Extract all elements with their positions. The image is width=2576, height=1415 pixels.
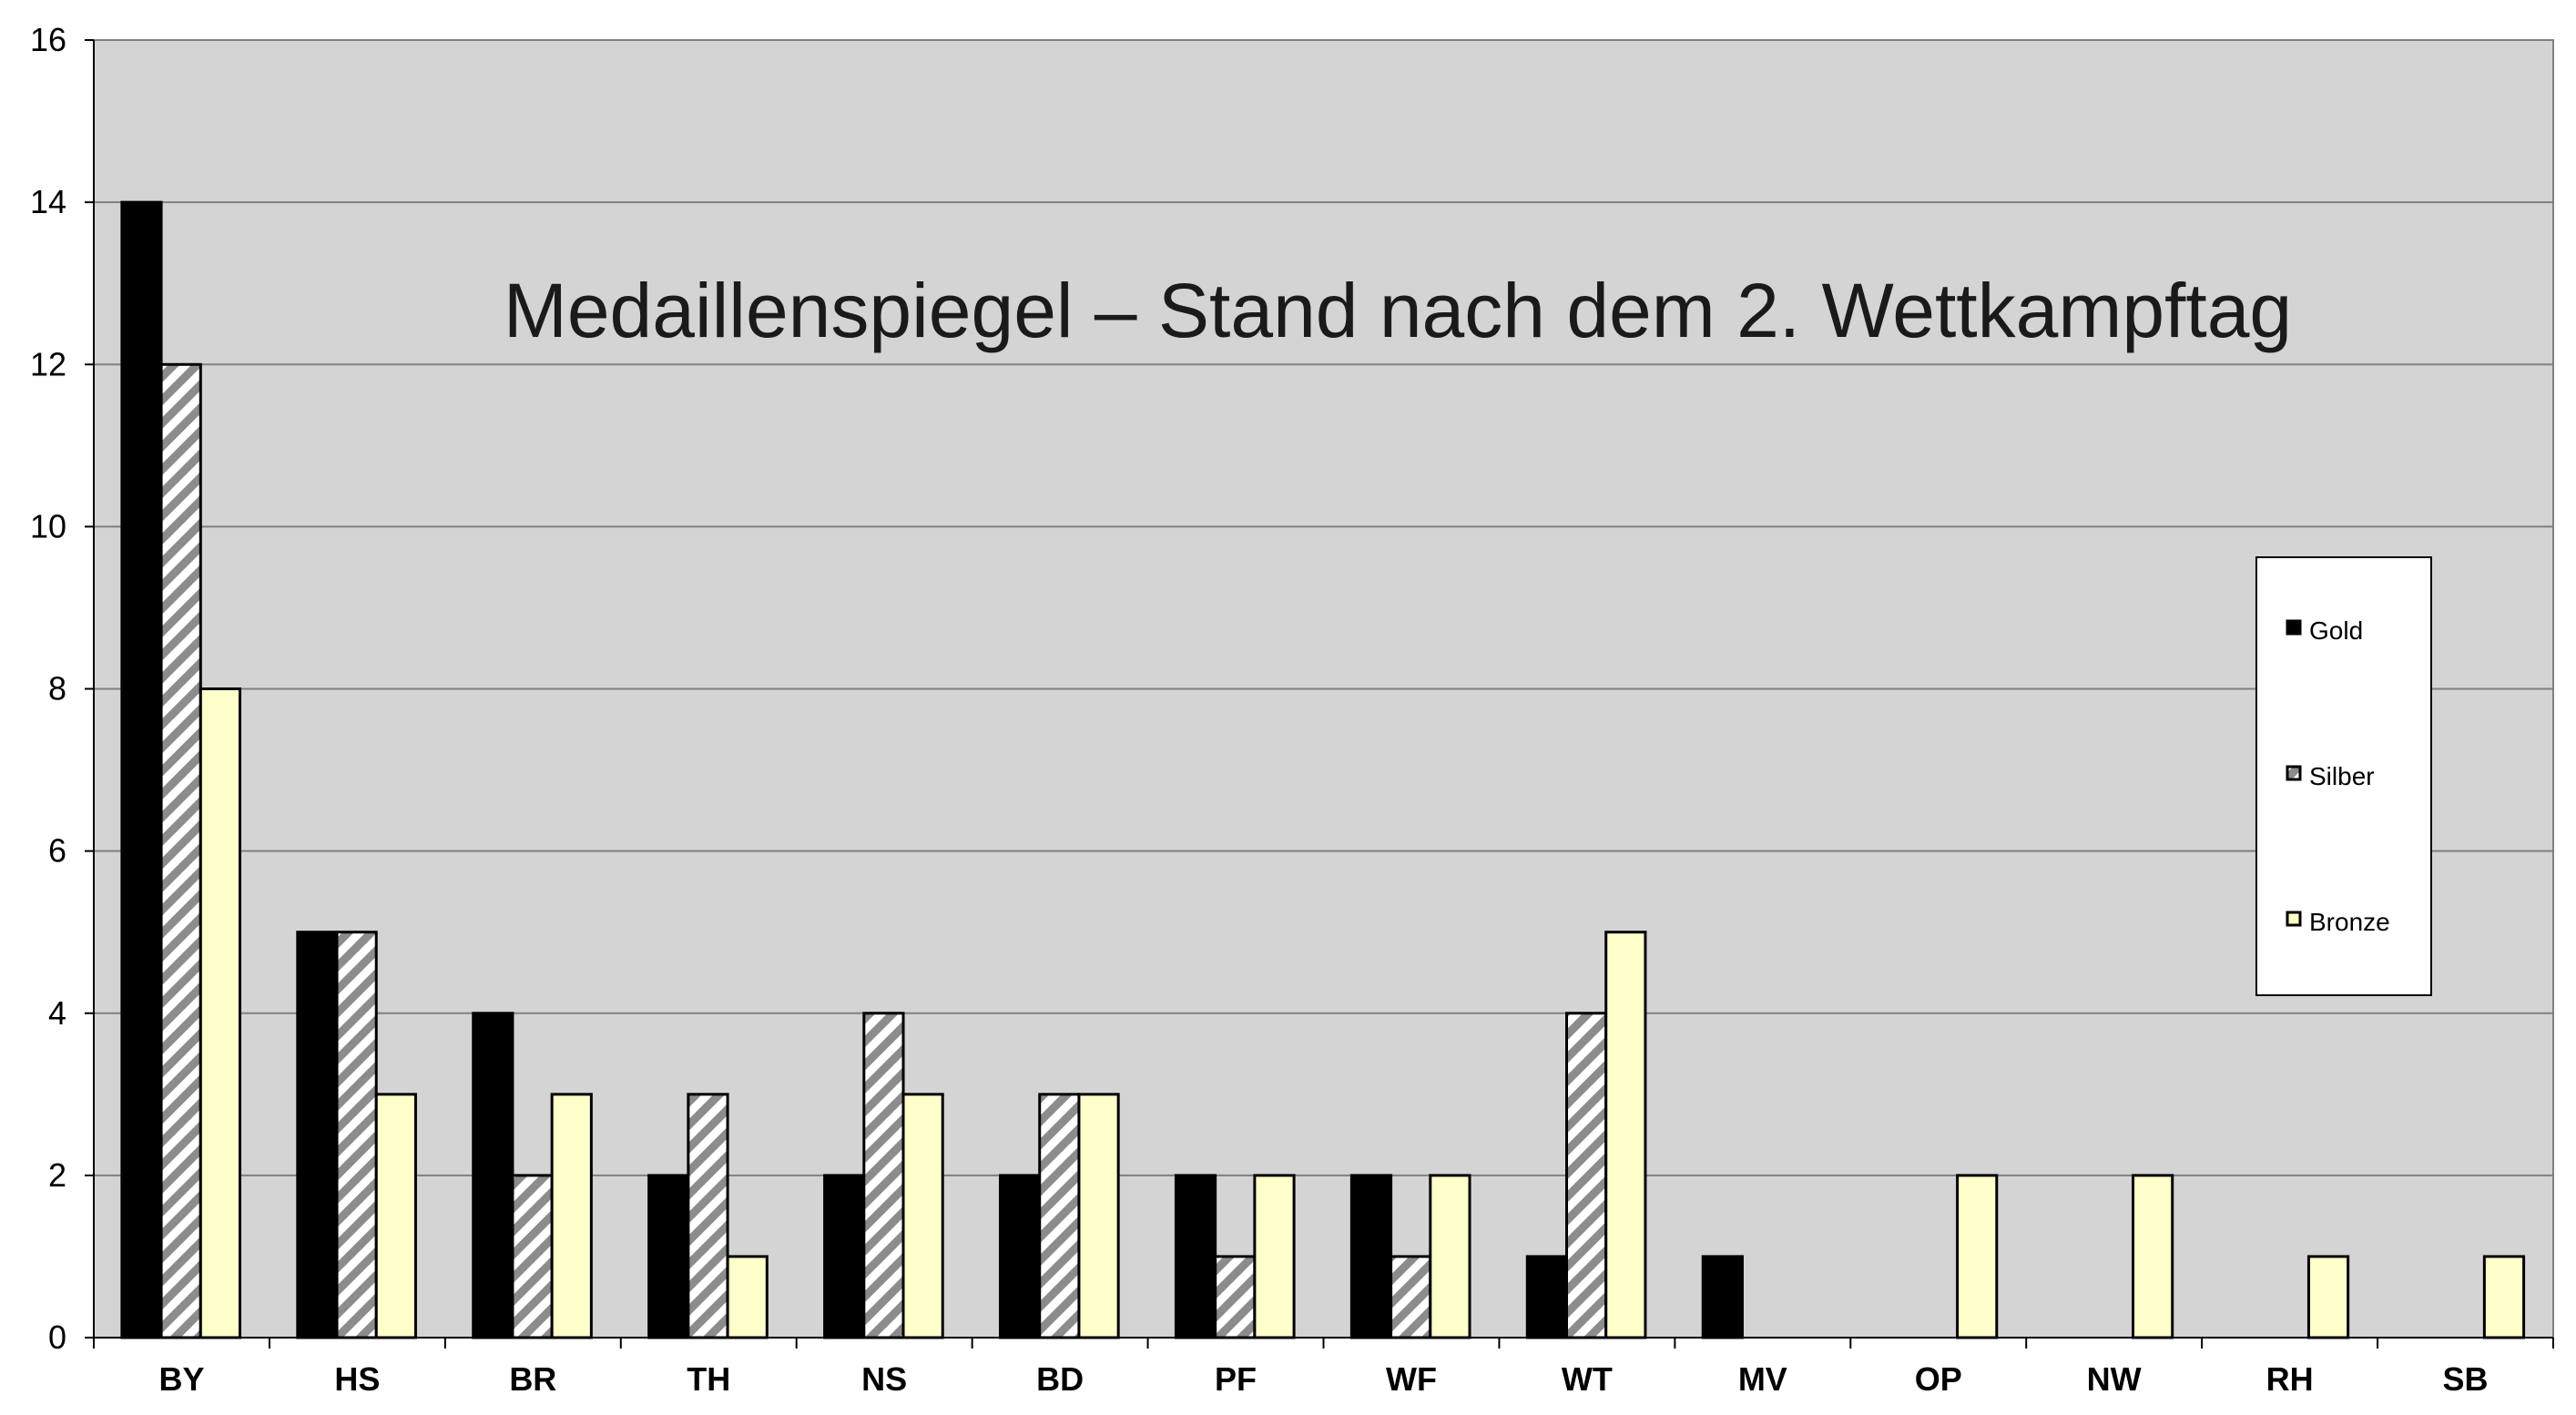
legend-swatch-silber (2286, 765, 2302, 781)
bar-silber-th (687, 1093, 729, 1339)
bar-gold-th (647, 1174, 690, 1339)
legend-box (2255, 556, 2432, 996)
y-tick-label: 8 (48, 670, 66, 708)
x-tick-label: BY (158, 1360, 204, 1398)
x-tick-label: TH (687, 1360, 730, 1398)
legend-swatch-gold (2286, 619, 2302, 636)
legend-label-bronze: Bronze (2309, 908, 2390, 936)
bar-gold-mv (1701, 1255, 1744, 1339)
y-tick-label: 14 (30, 183, 66, 220)
y-tick-label: 0 (48, 1318, 66, 1356)
bar-bronze-sb (2482, 1255, 2526, 1339)
bar-bronze-th (726, 1255, 769, 1339)
y-tick-label: 2 (48, 1156, 66, 1194)
bar-gold-br (472, 1012, 514, 1339)
x-tick-label: BD (1036, 1360, 1084, 1398)
bar-bronze-by (199, 687, 242, 1339)
y-tick-label: 6 (48, 832, 66, 870)
y-tick-label: 16 (30, 21, 66, 58)
x-tick-label: BR (509, 1360, 556, 1398)
y-tick-label: 10 (30, 507, 66, 545)
x-tick-label: MV (1738, 1360, 1787, 1398)
bar-gold-ns (823, 1174, 866, 1339)
legend: Gold Silber Bronze (2255, 556, 2432, 996)
bar-bronze-wf (1429, 1174, 1471, 1339)
bar-silber-bd (1038, 1093, 1081, 1339)
bar-silber-wt (1565, 1012, 1608, 1339)
bar-bronze-rh (2306, 1255, 2350, 1339)
bar-gold-bd (999, 1174, 1042, 1339)
bar-bronze-nw (2132, 1174, 2174, 1339)
bar-silber-br (511, 1174, 554, 1339)
bar-bronze-wt (1604, 931, 1647, 1339)
x-tick-label: HS (334, 1360, 380, 1398)
x-tick-label: WT (1562, 1360, 1613, 1398)
bar-bronze-ns (901, 1093, 944, 1339)
x-tick-label: NW (2087, 1360, 2142, 1398)
x-tick-label: SB (2443, 1360, 2489, 1398)
y-tick-label: 12 (30, 345, 66, 382)
x-tick-label: PF (1215, 1360, 1257, 1398)
bar-bronze-br (550, 1093, 593, 1339)
bar-silber-hs (335, 931, 378, 1339)
x-axis-ticks: BY HS BR TH NS BD PF WF WT MV OP NW RH SB (93, 1338, 2554, 1398)
bar-gold-wt (1525, 1255, 1569, 1339)
bar-gold-wf (1349, 1174, 1393, 1339)
x-tick-label: WF (1386, 1360, 1437, 1398)
chart-title: Medaillenspiegel – Stand nach dem 2. Wet… (504, 268, 2292, 353)
bar-gold-hs (296, 931, 339, 1339)
legend-label-gold: Gold (2309, 616, 2363, 645)
x-tick-label: OP (1915, 1360, 1962, 1398)
legend-label-silber: Silber (2309, 762, 2375, 790)
legend-swatch-bronze (2286, 911, 2302, 927)
bar-gold-pf (1174, 1174, 1217, 1339)
y-tick-label: 4 (48, 994, 66, 1032)
y-axis-ticks: 0 2 4 6 8 10 12 14 16 (30, 21, 95, 1356)
bar-silber-ns (862, 1012, 905, 1339)
bar-bronze-pf (1253, 1174, 1296, 1339)
bar-gold-by (120, 200, 163, 1339)
bar-bronze-hs (374, 1093, 417, 1339)
bar-bronze-op (1956, 1174, 1999, 1339)
x-tick-label: NS (861, 1360, 907, 1398)
bars (120, 200, 2526, 1339)
bar-silber-wf (1390, 1255, 1432, 1339)
bar-bronze-bd (1077, 1093, 1120, 1339)
x-tick-label: RH (2266, 1360, 2314, 1398)
bar-silber-pf (1214, 1255, 1257, 1339)
bar-silber-by (159, 362, 202, 1339)
